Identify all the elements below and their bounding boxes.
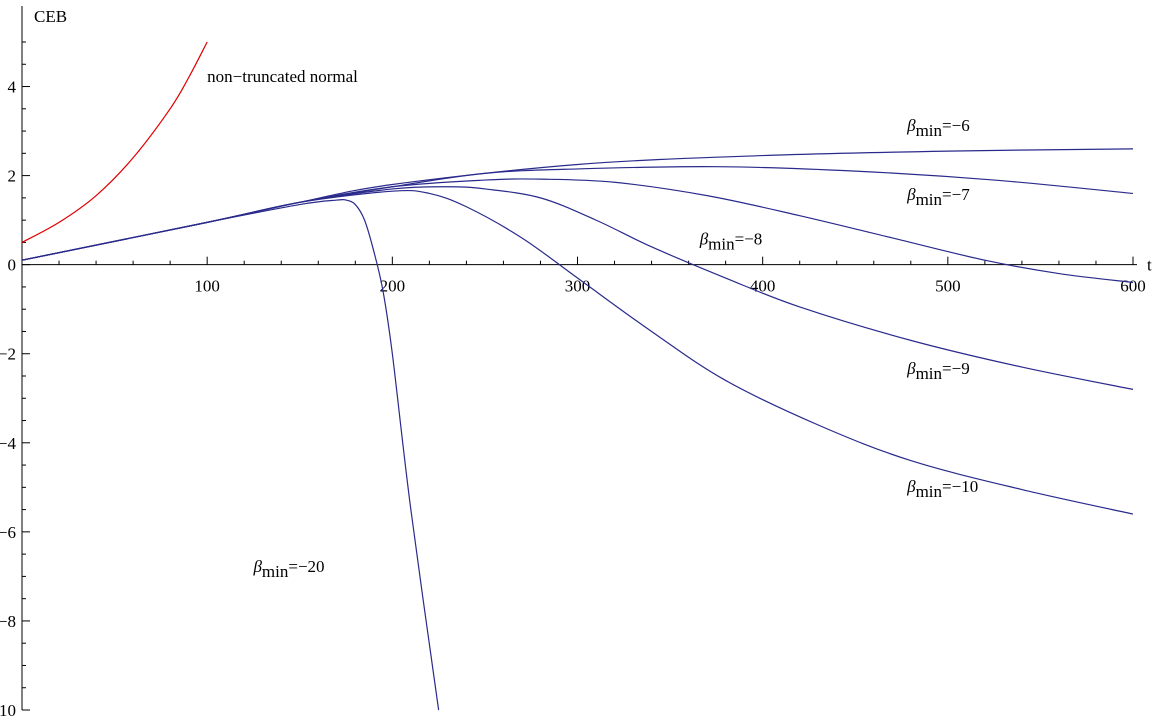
series-annotation-0: non−truncated normal [207, 67, 358, 86]
series-annotation-6: βmin=−20 [252, 557, 324, 581]
x-tick-label: 600 [1120, 277, 1146, 296]
series-line-0 [21, 41, 208, 243]
y-tick-label: −6 [0, 523, 16, 542]
y-tick-label: −4 [0, 434, 16, 453]
x-tick-label: 200 [380, 277, 406, 296]
y-tick-label: 4 [8, 78, 17, 97]
x-tick-label: 500 [935, 277, 961, 296]
y-tick-label: 0 [8, 256, 17, 275]
series-annotation-3: βmin=−8 [699, 230, 763, 254]
series-line-6 [21, 198, 440, 711]
x-axis-label: t [1147, 256, 1152, 275]
y-tick-label: −10 [0, 701, 16, 720]
series-line-2 [21, 166, 1134, 261]
y-tick-label: −8 [0, 612, 16, 631]
series-annotation-1: βmin=−6 [906, 116, 970, 140]
y-tick-label: −2 [0, 345, 16, 364]
series-layer [21, 41, 1134, 711]
series-annotation-5: βmin=−10 [906, 477, 978, 501]
x-tick-label: 100 [194, 277, 220, 296]
series-annotation-2: βmin=−7 [906, 185, 970, 209]
series-line-1 [21, 148, 1134, 261]
x-tick-label: 300 [565, 277, 591, 296]
series-line-5 [21, 189, 1134, 515]
series-annotation-4: βmin=−9 [906, 359, 970, 383]
y-tick-label: 2 [8, 167, 17, 186]
y-axis-label: CEB [34, 7, 67, 26]
annotation-layer: non−truncated normal βmin=−6 βmin=−7 βmin=−… [207, 67, 978, 581]
